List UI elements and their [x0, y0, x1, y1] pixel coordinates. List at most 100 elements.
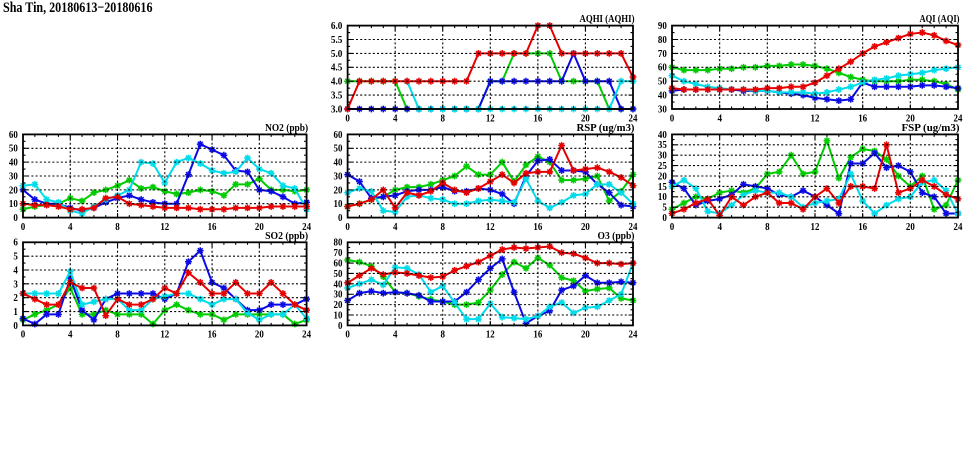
svg-text:20: 20	[9, 185, 18, 196]
svg-text:90: 90	[658, 21, 667, 32]
svg-text:35: 35	[658, 140, 667, 151]
svg-text:FSP (ug/m3): FSP (ug/m3)	[902, 123, 961, 134]
svg-text:4: 4	[13, 265, 18, 276]
svg-text:30: 30	[334, 290, 343, 301]
svg-text:24: 24	[629, 222, 639, 233]
svg-text:5.0: 5.0	[331, 49, 343, 60]
svg-text:20: 20	[334, 185, 343, 196]
svg-text:60: 60	[658, 63, 667, 74]
svg-text:16: 16	[533, 330, 542, 341]
svg-text:SO2 (ppb): SO2 (ppb)	[265, 231, 308, 242]
svg-text:4: 4	[393, 330, 398, 341]
svg-text:6: 6	[13, 238, 18, 249]
svg-text:16: 16	[208, 330, 217, 341]
svg-text:30: 30	[658, 151, 667, 162]
svg-text:15: 15	[658, 182, 667, 193]
svg-text:70: 70	[658, 49, 667, 60]
svg-text:2: 2	[13, 293, 18, 304]
svg-text:4.5: 4.5	[331, 63, 343, 74]
svg-text:0: 0	[670, 222, 675, 233]
svg-text:0: 0	[13, 213, 18, 224]
svg-text:60: 60	[9, 130, 18, 141]
svg-text:20: 20	[255, 330, 264, 341]
svg-text:4: 4	[393, 113, 398, 124]
svg-text:NO2 (ppb): NO2 (ppb)	[265, 123, 308, 134]
svg-text:0: 0	[338, 321, 343, 332]
svg-text:24: 24	[954, 222, 964, 233]
svg-text:80: 80	[658, 35, 667, 46]
svg-text:0: 0	[670, 113, 675, 124]
svg-text:4.0: 4.0	[331, 77, 343, 88]
svg-text:50: 50	[334, 269, 343, 280]
svg-text:12: 12	[811, 222, 820, 233]
svg-text:0: 0	[345, 330, 350, 341]
svg-text:4: 4	[717, 113, 722, 124]
svg-text:20: 20	[906, 222, 915, 233]
svg-text:0: 0	[338, 213, 343, 224]
svg-text:8: 8	[441, 330, 446, 341]
svg-text:1: 1	[13, 307, 18, 318]
svg-text:8: 8	[115, 330, 120, 341]
svg-text:16: 16	[858, 113, 867, 124]
svg-text:0: 0	[345, 222, 350, 233]
svg-text:0: 0	[662, 213, 667, 224]
svg-text:8: 8	[441, 113, 446, 124]
svg-text:6.0: 6.0	[331, 21, 343, 32]
svg-text:16: 16	[858, 222, 867, 233]
svg-text:70: 70	[334, 248, 343, 259]
svg-text:40: 40	[658, 130, 667, 141]
svg-text:16: 16	[208, 222, 217, 233]
svg-text:40: 40	[658, 91, 667, 102]
svg-text:60: 60	[334, 258, 343, 269]
svg-text:5: 5	[662, 203, 667, 214]
svg-text:0: 0	[345, 113, 350, 124]
svg-text:16: 16	[533, 113, 542, 124]
svg-text:12: 12	[811, 113, 820, 124]
svg-text:4: 4	[717, 222, 722, 233]
svg-text:12: 12	[486, 330, 495, 341]
svg-text:24: 24	[302, 330, 312, 341]
svg-text:24: 24	[302, 222, 312, 233]
svg-text:60: 60	[334, 130, 343, 141]
svg-text:10: 10	[9, 199, 18, 210]
svg-text:0: 0	[21, 222, 26, 233]
svg-text:25: 25	[658, 161, 667, 172]
svg-text:3: 3	[13, 279, 18, 290]
svg-text:12: 12	[486, 222, 495, 233]
svg-text:3.0: 3.0	[331, 104, 343, 115]
svg-text:8: 8	[441, 222, 446, 233]
svg-text:8: 8	[765, 222, 770, 233]
svg-text:24: 24	[629, 113, 639, 124]
svg-text:16: 16	[533, 222, 542, 233]
svg-text:20: 20	[906, 113, 915, 124]
svg-text:3.5: 3.5	[331, 91, 343, 102]
svg-text:5.5: 5.5	[331, 35, 343, 46]
svg-text:8: 8	[115, 222, 120, 233]
svg-text:50: 50	[9, 144, 18, 155]
svg-text:AQHI (AQHI): AQHI (AQHI)	[580, 14, 635, 25]
svg-text:RSP (ug/m3): RSP (ug/m3)	[577, 123, 636, 134]
svg-text:10: 10	[334, 310, 343, 321]
svg-text:4: 4	[68, 330, 73, 341]
svg-text:12: 12	[160, 222, 169, 233]
svg-text:20: 20	[255, 222, 264, 233]
svg-text:0: 0	[21, 330, 26, 341]
svg-text:24: 24	[629, 330, 639, 341]
svg-text:20: 20	[581, 113, 590, 124]
svg-text:12: 12	[160, 330, 169, 341]
svg-text:4: 4	[393, 222, 398, 233]
svg-text:0: 0	[13, 321, 18, 332]
svg-text:8: 8	[765, 113, 770, 124]
svg-text:10: 10	[658, 192, 667, 203]
svg-text:20: 20	[581, 330, 590, 341]
svg-text:80: 80	[334, 238, 343, 249]
svg-text:50: 50	[658, 77, 667, 88]
svg-text:30: 30	[334, 171, 343, 182]
svg-text:20: 20	[658, 171, 667, 182]
svg-text:AQI (AQI): AQI (AQI)	[920, 14, 960, 25]
svg-text:50: 50	[334, 144, 343, 155]
svg-text:40: 40	[334, 279, 343, 290]
svg-text:20: 20	[581, 222, 590, 233]
svg-text:5: 5	[13, 252, 18, 263]
svg-text:Sha Tin, 20180613−20180616: Sha Tin, 20180613−20180616	[3, 0, 153, 16]
